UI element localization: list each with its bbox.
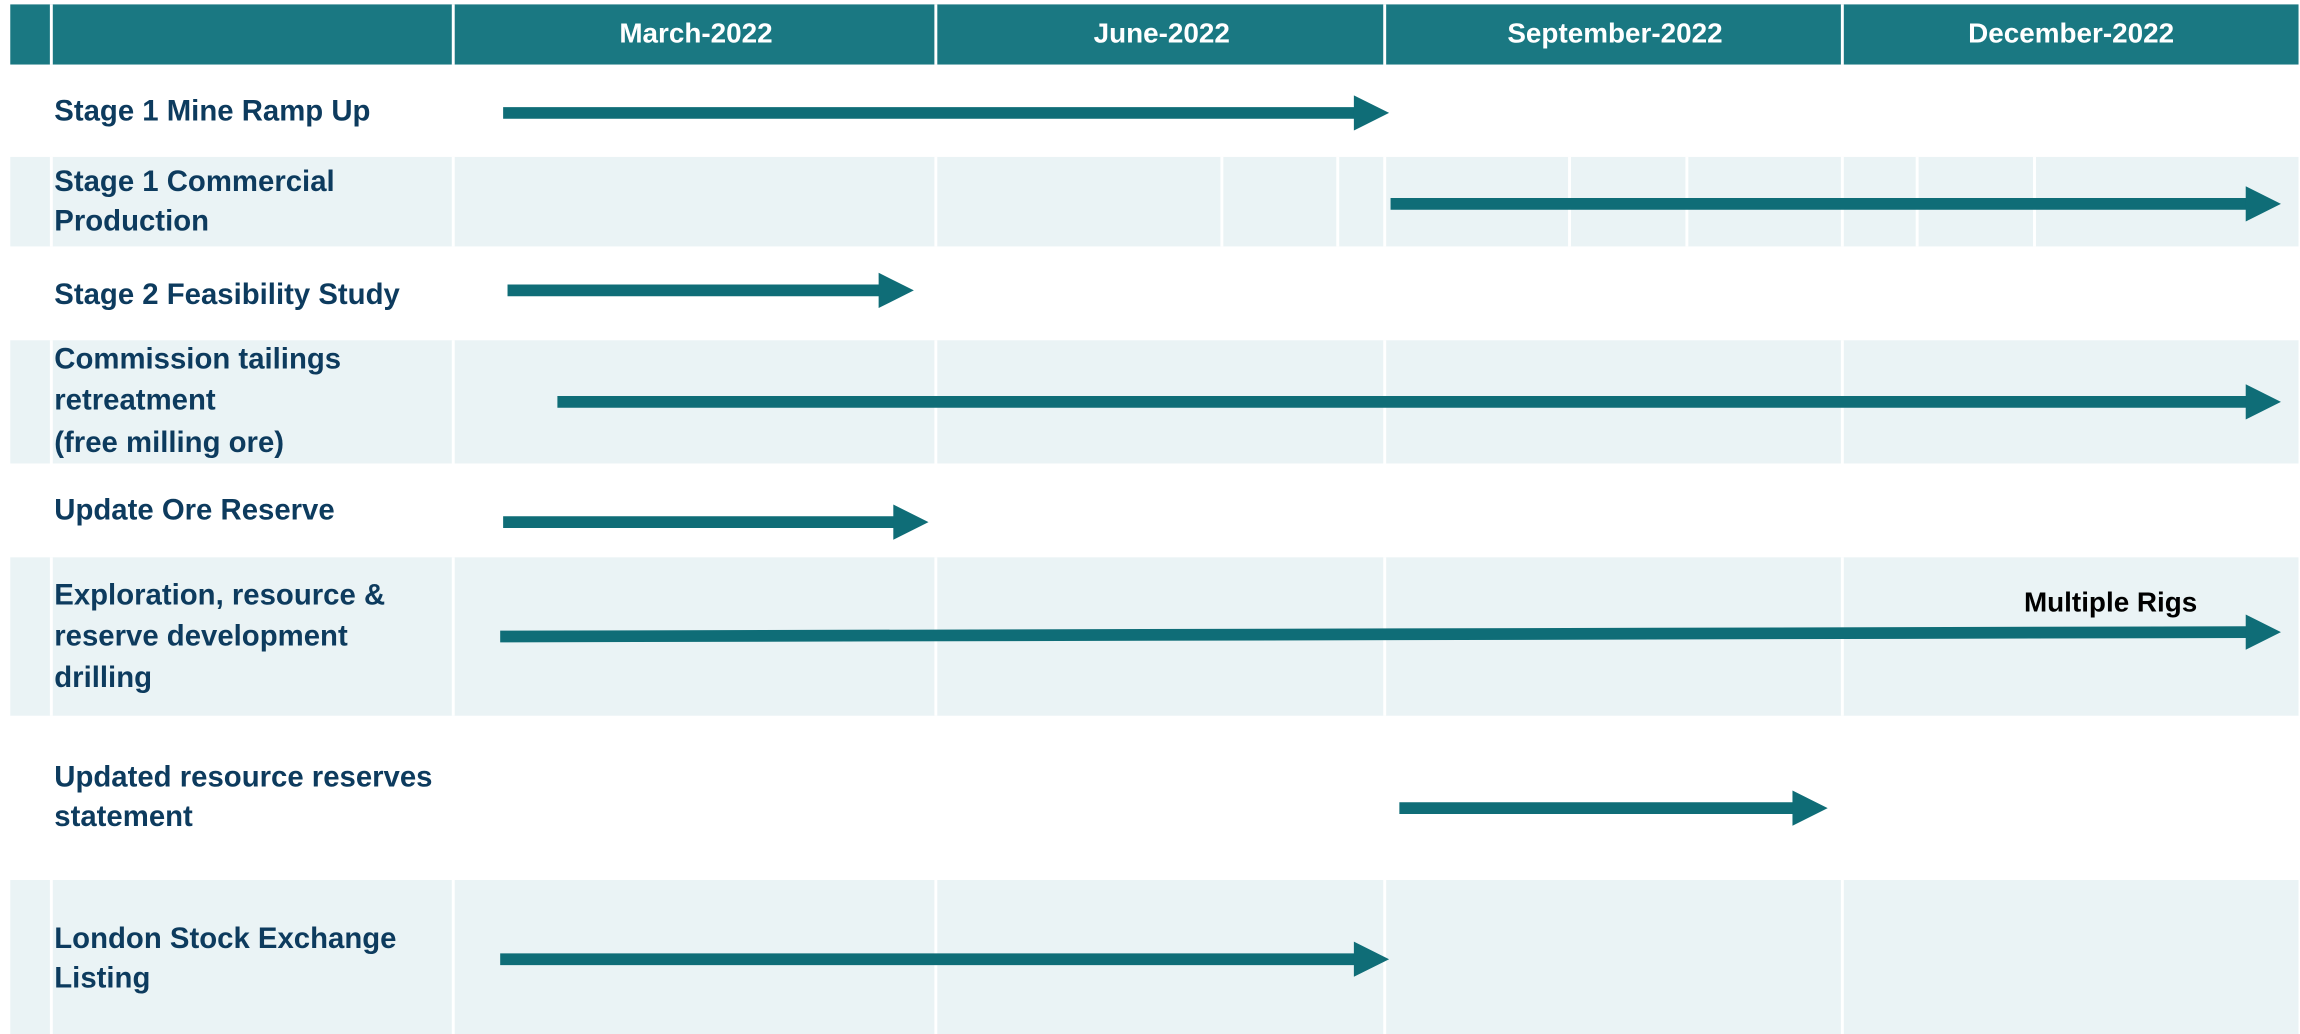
task-label: Stage 1 Commercial bbox=[54, 165, 334, 198]
task-label: Commission tailings bbox=[54, 343, 341, 376]
timeline-arrow-head bbox=[2245, 614, 2281, 650]
timeline-arrow-head bbox=[1792, 790, 1828, 826]
task-label: Update Ore Reserve bbox=[54, 494, 334, 527]
annotation: Multiple Rigs bbox=[2024, 587, 2197, 618]
task-label: (free milling ore) bbox=[54, 426, 284, 459]
task-label: Production bbox=[54, 205, 209, 238]
timeline-arrow-shaft bbox=[500, 626, 2249, 643]
timeline-arrow-head bbox=[2245, 384, 2281, 420]
column-header: September-2022 bbox=[1507, 18, 1722, 49]
task-label: Updated resource reserves bbox=[54, 761, 432, 794]
column-header: March-2022 bbox=[619, 18, 772, 49]
task-label: Exploration, resource & bbox=[54, 579, 385, 612]
task-label: Stage 2 Feasibility Study bbox=[54, 278, 400, 311]
timeline-arrow-head bbox=[878, 272, 914, 308]
timeline-arrow-head bbox=[1353, 95, 1390, 131]
task-label: London Stock Exchange bbox=[54, 922, 396, 955]
header-bar bbox=[10, 4, 2299, 65]
task-label: Stage 1 Mine Ramp Up bbox=[54, 95, 370, 128]
timeline-arrow-head bbox=[2245, 186, 2281, 222]
task-label: statement bbox=[54, 800, 193, 833]
task-label: reserve development bbox=[54, 620, 348, 653]
timeline-arrow-head bbox=[893, 504, 929, 540]
column-header: June-2022 bbox=[1094, 18, 1230, 49]
task-label: Listing bbox=[54, 961, 150, 994]
task-label: drilling bbox=[54, 661, 152, 694]
column-header: December-2022 bbox=[1968, 18, 2174, 49]
timeline-arrow-head bbox=[1353, 941, 1390, 977]
task-label: retreatment bbox=[54, 384, 216, 417]
